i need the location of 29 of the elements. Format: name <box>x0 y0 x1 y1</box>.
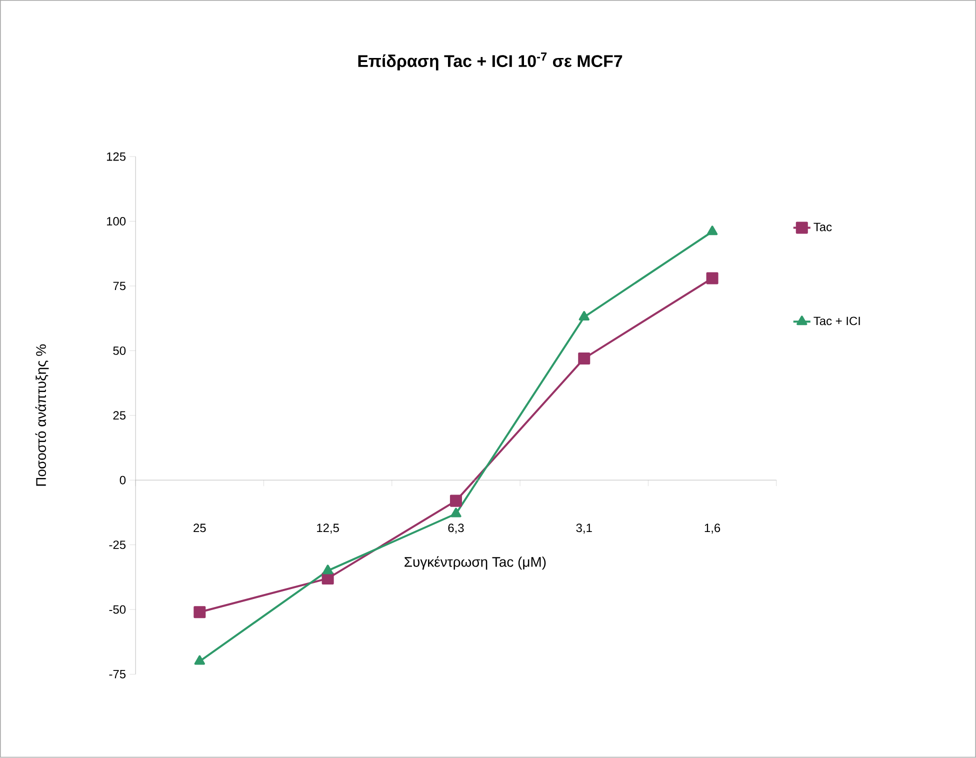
y-tick-label: 50 <box>113 346 126 356</box>
point <box>322 572 334 585</box>
y-tick-label: 25 <box>113 411 126 420</box>
x-tick-label: 1,6 <box>704 524 720 534</box>
point <box>322 564 334 574</box>
point <box>706 272 718 284</box>
y-tick-label: 75 <box>113 282 126 290</box>
point <box>706 226 718 236</box>
y-tick-label: -50 <box>109 605 126 614</box>
x-tick-label: 12,5 <box>317 524 339 534</box>
x-tick-label: 3,1 <box>576 524 592 534</box>
point <box>194 606 206 618</box>
point <box>450 508 462 518</box>
y-tick-label: -25 <box>109 540 126 550</box>
y-tick-label: 100 <box>106 217 126 226</box>
point <box>194 655 205 665</box>
y-axis-title: Ποσοστό ανάπτυξης % <box>35 344 49 486</box>
x-axis-title: Συγκέντρωση Tac (μM) <box>404 556 546 570</box>
y-tick-label: 0 <box>120 476 126 484</box>
chart-title: Επίδραση Tac + ICI 10$^{-7}$ σε MCF7 <box>358 52 622 71</box>
point <box>578 311 590 321</box>
point <box>578 352 590 365</box>
legend-label: Tac + ICI <box>814 316 860 326</box>
point <box>450 494 462 507</box>
y-tick-label: 125 <box>106 152 126 161</box>
x-tick-label: 25 <box>194 524 206 532</box>
legend-label: Tac <box>814 223 832 232</box>
x-tick-label: 6,3 <box>448 524 464 534</box>
y-tick-label: -75 <box>109 670 126 679</box>
